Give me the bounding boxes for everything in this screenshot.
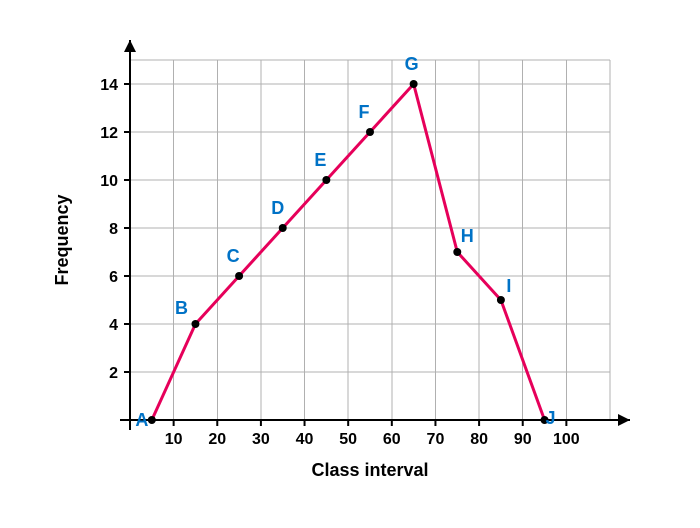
y-tick-label: 2 <box>109 365 118 382</box>
frequency-polygon-chart: 10 20 30 40 50 60 70 80 90 100 2 4 6 8 10 12 14 A B C D E F G H I… <box>0 0 700 528</box>
data-point-b <box>191 320 199 328</box>
data-point-i <box>497 296 505 304</box>
x-tick-label: 60 <box>383 431 401 448</box>
y-axis-label: Frequency <box>52 194 72 285</box>
point-label-j: J <box>546 408 556 428</box>
data-point-e <box>322 176 330 184</box>
x-tick-label: 70 <box>427 431 445 448</box>
point-label-d: D <box>271 198 284 218</box>
chart-svg: 10 20 30 40 50 60 70 80 90 100 2 4 6 8 10 12 14 A B C D E F G H I… <box>0 0 700 528</box>
point-label-e: E <box>314 150 326 170</box>
point-label-f: F <box>359 102 370 122</box>
data-point-c <box>235 272 243 280</box>
x-tick-label: 90 <box>514 431 532 448</box>
y-tick-label: 8 <box>109 221 118 238</box>
data-point-h <box>453 248 461 256</box>
x-tick-label: 10 <box>165 431 183 448</box>
point-label-i: I <box>506 276 511 296</box>
x-tick-label: 100 <box>553 431 580 448</box>
y-tick-label: 12 <box>100 125 118 142</box>
x-tick-label: 30 <box>252 431 270 448</box>
data-point-f <box>366 128 374 136</box>
data-point-a <box>148 416 156 424</box>
point-label-b: B <box>175 298 188 318</box>
x-tick-label: 40 <box>296 431 314 448</box>
data-point-g <box>410 80 418 88</box>
x-tick-label: 50 <box>339 431 357 448</box>
point-label-c: C <box>227 246 240 266</box>
y-tick-label: 4 <box>109 317 118 334</box>
x-tick-label: 80 <box>470 431 488 448</box>
y-tick-label: 14 <box>100 77 118 94</box>
point-label-g: G <box>405 54 419 74</box>
y-axis-arrow <box>124 40 136 52</box>
x-axis-label: Class interval <box>311 460 428 480</box>
data-point-d <box>279 224 287 232</box>
x-tick-label: 20 <box>208 431 226 448</box>
y-tick-label: 6 <box>109 269 118 286</box>
y-tick-label: 10 <box>100 173 118 190</box>
x-axis-arrow <box>618 414 630 426</box>
point-label-a: A <box>135 410 148 430</box>
point-label-h: H <box>461 226 474 246</box>
